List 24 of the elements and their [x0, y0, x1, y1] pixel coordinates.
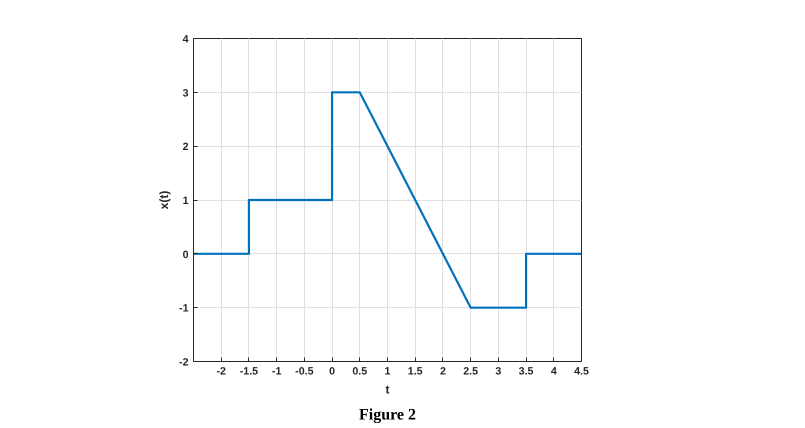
x-tick-label: 2 — [440, 366, 446, 378]
x-tick-label: 3 — [495, 366, 502, 378]
y-tick-label: 2 — [182, 141, 189, 154]
x-tick-label: 1 — [384, 366, 391, 378]
y-tick-label: -1 — [179, 302, 189, 315]
x-tick-label: -1 — [272, 366, 282, 378]
x-tick-label: 4.5 — [574, 366, 589, 378]
x-tick-label: 2.5 — [463, 366, 478, 378]
y-axis-title: x(t) — [157, 190, 172, 210]
x-tick-label: 3.5 — [518, 366, 534, 378]
y-tick-label: 3 — [182, 87, 189, 100]
caption: Figure 2 — [358, 406, 416, 424]
x-axis-title: t — [386, 382, 390, 396]
y-tick-label: 1 — [182, 195, 189, 207]
x-tick-label: 0.5 — [352, 366, 368, 378]
x-tick-label: 0 — [329, 366, 336, 378]
x-tick-label: -1.5 — [240, 366, 258, 378]
x-tick-label: -2 — [216, 366, 226, 378]
y-tick-label: 4 — [182, 34, 189, 46]
x-tick-label: 1.5 — [408, 366, 423, 378]
y-tick-label: -2 — [179, 356, 189, 368]
y-tick-label: 0 — [182, 248, 189, 261]
x-tick-label: -0.5 — [295, 366, 314, 378]
x-tick-label: 4 — [550, 366, 557, 378]
